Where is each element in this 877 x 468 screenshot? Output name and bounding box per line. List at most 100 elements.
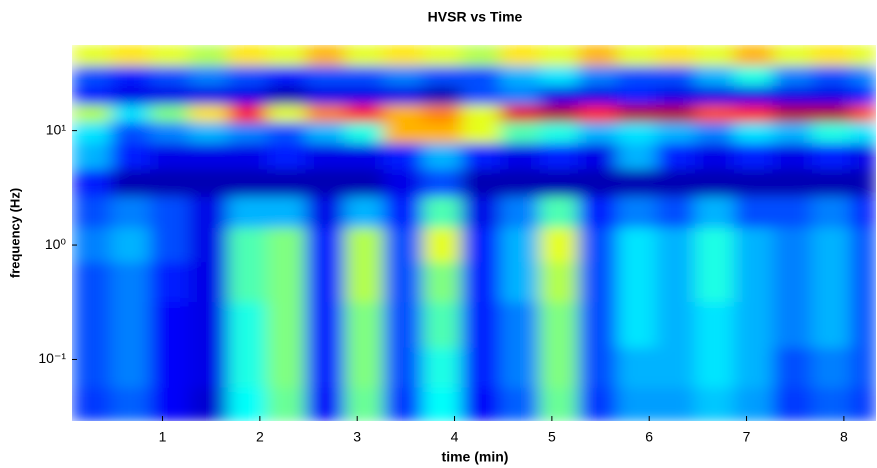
heatmap-cell — [656, 143, 696, 170]
heatmap-cell — [850, 302, 876, 349]
heatmap-cell — [227, 196, 268, 229]
heatmap-cell — [617, 122, 657, 144]
heatmap-cell — [422, 86, 462, 106]
heatmap-cell — [461, 302, 501, 349]
heatmap-cell — [733, 387, 774, 421]
heatmap-cell — [811, 143, 852, 170]
heatmap-cell — [539, 45, 579, 67]
y-tick-label: 10⁰ — [45, 236, 67, 252]
heatmap-cell — [188, 105, 229, 123]
heatmap-cell — [772, 122, 813, 144]
heatmap-cell — [383, 45, 423, 67]
heatmap-cell — [110, 196, 151, 229]
heatmap-cell — [656, 227, 696, 263]
heatmap-cell — [733, 262, 774, 303]
heatmap-cell — [110, 302, 151, 349]
heatmap-cell — [733, 143, 774, 170]
heatmap-cell — [422, 227, 462, 263]
heatmap-cell — [811, 105, 852, 123]
heatmap-cell — [694, 122, 735, 144]
heatmap-cell — [578, 387, 618, 421]
heatmap-cell — [110, 169, 151, 198]
heatmap-cell — [617, 45, 657, 67]
heatmap-cell — [656, 347, 696, 389]
heatmap-cell — [305, 105, 346, 123]
heatmap-cell — [539, 143, 579, 170]
heatmap-cell — [500, 45, 540, 67]
heatmap-cell — [578, 196, 618, 229]
x-tick-label: 6 — [645, 429, 653, 445]
heatmap-cell — [383, 196, 423, 229]
heatmap-cell — [656, 86, 696, 106]
heatmap-cell — [149, 143, 190, 170]
heatmap-cell — [422, 105, 462, 123]
heatmap-cell — [811, 169, 852, 198]
heatmap-cell — [149, 45, 190, 67]
heatmap-cell — [811, 387, 852, 421]
heatmap-cell — [72, 105, 112, 123]
heatmap-cell — [811, 65, 852, 87]
heatmap-cell — [383, 65, 423, 87]
heatmap-cell — [850, 65, 876, 87]
heatmap-cell — [149, 169, 190, 198]
heatmap-cell — [305, 302, 346, 349]
heatmap-cell — [578, 105, 618, 123]
heatmap-cell — [694, 227, 735, 263]
heatmap-cell — [539, 196, 579, 229]
heatmap-cell — [694, 262, 735, 303]
heatmap-cell — [110, 262, 151, 303]
heatmap-cell — [266, 143, 307, 170]
heatmap-cell — [266, 122, 307, 144]
heatmap-cell — [772, 169, 813, 198]
heatmap-cell — [811, 262, 852, 303]
heatmap-cell — [188, 45, 229, 67]
heatmap-cell — [188, 143, 229, 170]
heatmap-cell — [850, 45, 876, 67]
heatmap-cell — [305, 196, 346, 229]
heatmap-cell — [266, 347, 307, 389]
heatmap-cell — [850, 227, 876, 263]
heatmap-cell — [266, 196, 307, 229]
heatmap-cell — [539, 86, 579, 106]
heatmap-cell — [850, 122, 876, 144]
x-tick-label: 8 — [840, 429, 848, 445]
heatmap-cell — [227, 65, 268, 87]
heatmap-cell — [422, 143, 462, 170]
heatmap-cell — [188, 227, 229, 263]
heatmap-cell — [305, 387, 346, 421]
heatmap-cell — [422, 169, 462, 198]
heatmap-cell — [694, 347, 735, 389]
heatmap-cell — [110, 105, 151, 123]
heatmap-cell — [578, 122, 618, 144]
heatmap-cell — [617, 302, 657, 349]
heatmap-cell — [694, 169, 735, 198]
heatmap-cell — [811, 86, 852, 106]
heatmap-cell — [811, 227, 852, 263]
heatmap-cell — [733, 65, 774, 87]
heatmap-cell — [539, 262, 579, 303]
heatmap-cell — [578, 347, 618, 389]
heatmap-cell — [811, 122, 852, 144]
heatmap-cell — [227, 86, 268, 106]
heatmap-cell — [539, 65, 579, 87]
heatmap-cell — [461, 122, 501, 144]
heatmap-cell — [850, 105, 876, 123]
heatmap-cell — [149, 302, 190, 349]
heatmap-cell — [266, 45, 307, 67]
heatmap-cell — [694, 143, 735, 170]
heatmap-cell — [500, 105, 540, 123]
heatmap-cell — [539, 122, 579, 144]
heatmap-cell — [305, 143, 346, 170]
heatmap-cell — [850, 387, 876, 421]
heatmap-cell — [656, 387, 696, 421]
heatmap-cell — [383, 143, 423, 170]
heatmap-cell — [617, 86, 657, 106]
heatmap-cell — [850, 143, 876, 170]
heatmap-cell — [305, 227, 346, 263]
heatmap-cell — [188, 65, 229, 87]
heatmap-cell — [617, 143, 657, 170]
heatmap-cell — [188, 347, 229, 389]
heatmap-cell — [383, 105, 423, 123]
x-tick-label: 5 — [548, 429, 556, 445]
heatmap-cell — [578, 227, 618, 263]
